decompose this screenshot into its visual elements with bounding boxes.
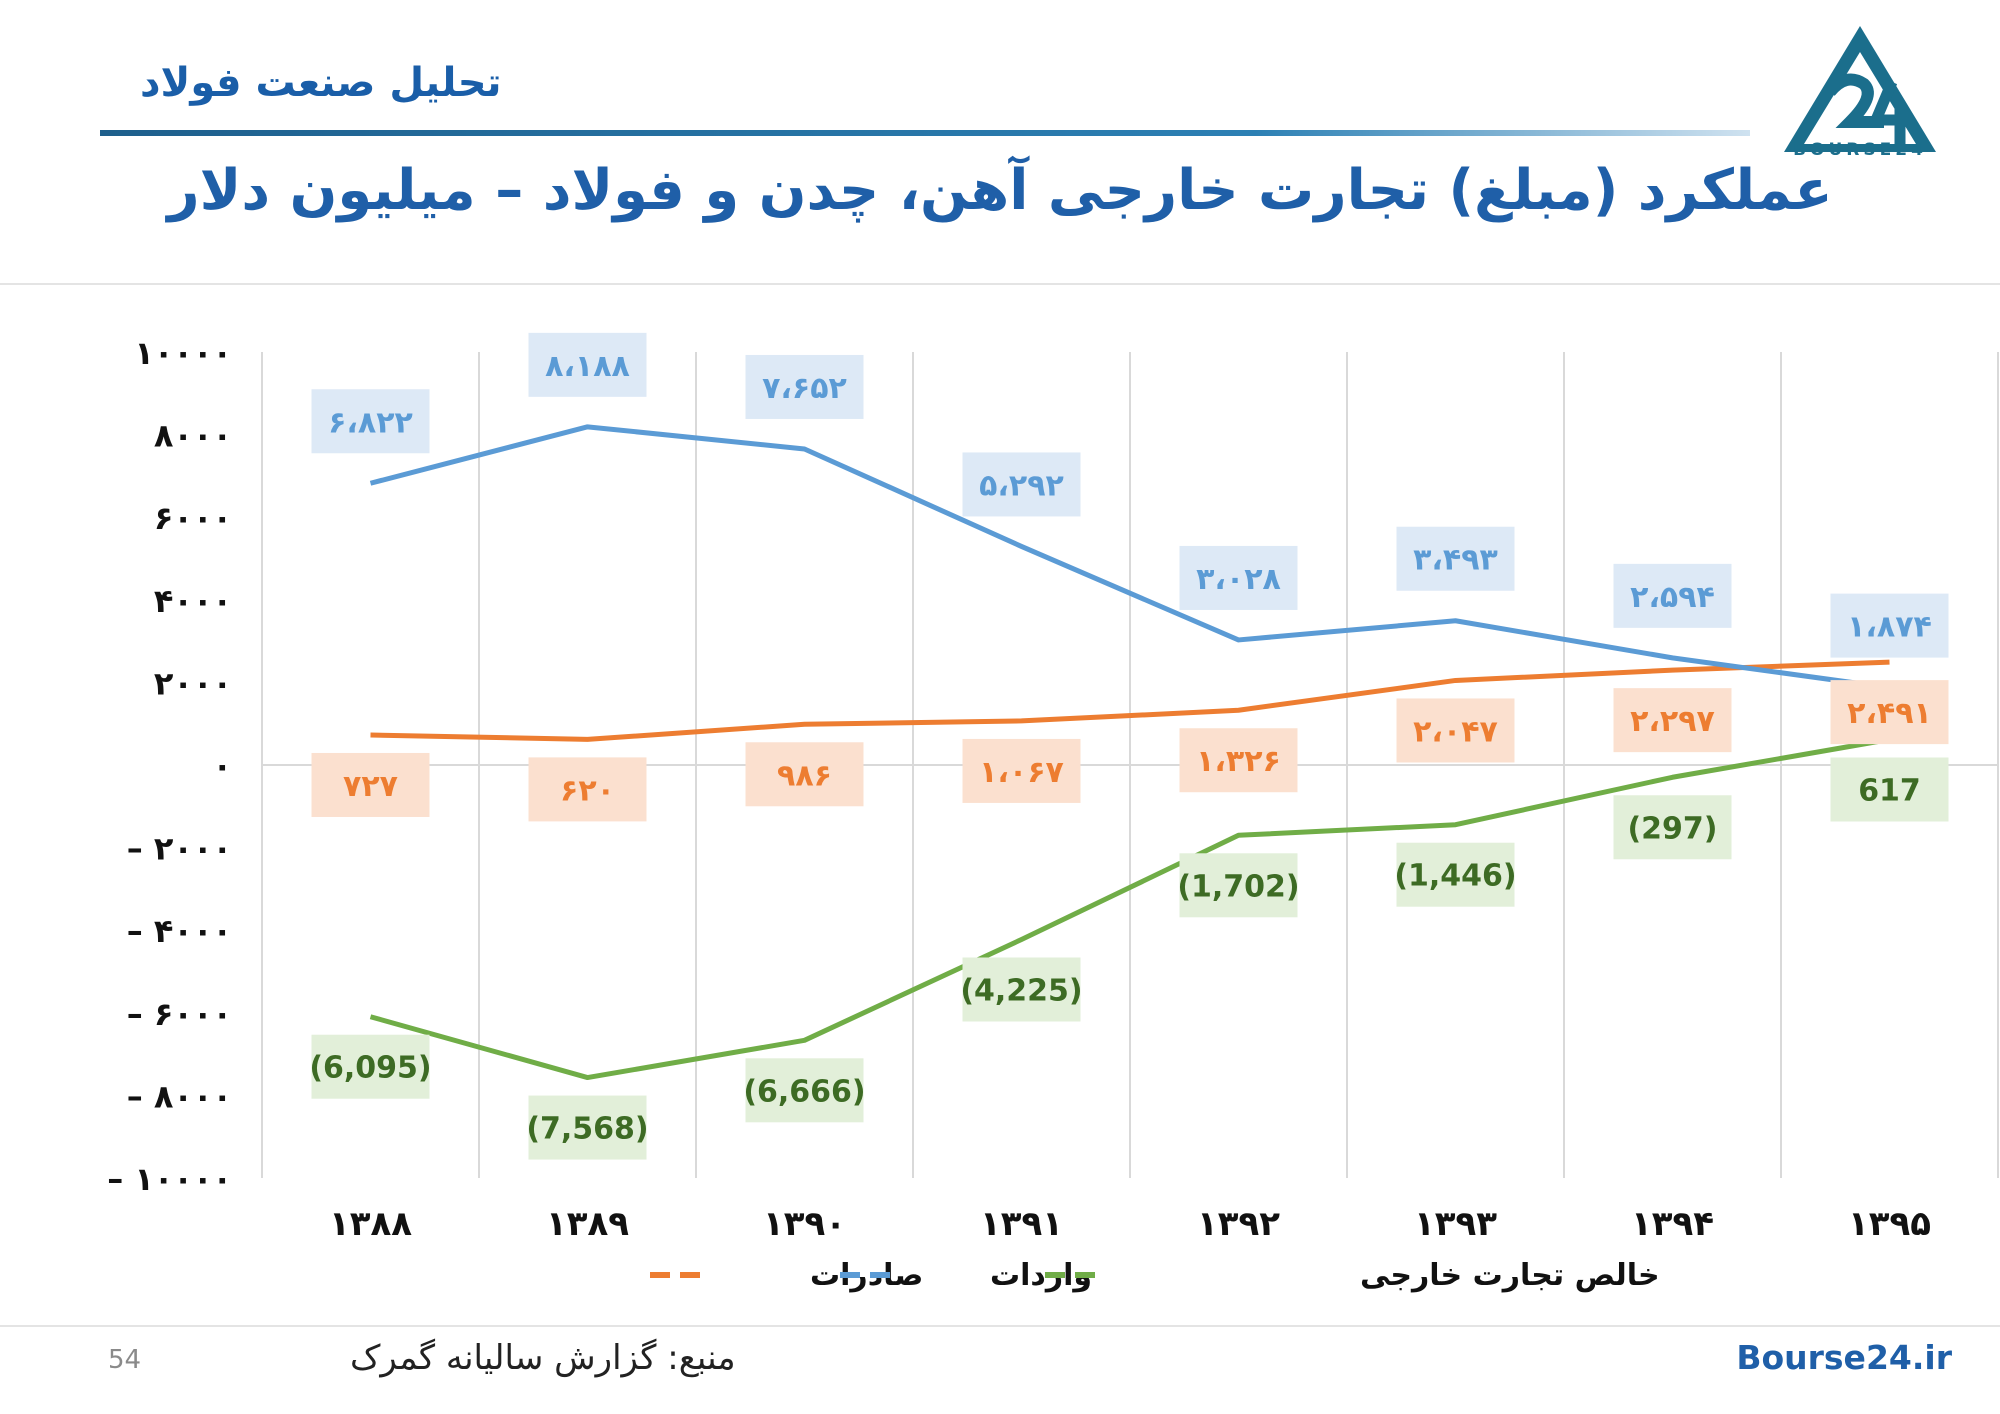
data-label-bg [1179, 853, 1298, 918]
data-label: ۱،۸۷۴ [1847, 610, 1932, 645]
data-label: ۳،۴۹۳ [1413, 543, 1498, 578]
data-label-bg [1613, 563, 1732, 628]
header-divider [100, 130, 1750, 136]
data-label-bg [1830, 680, 1949, 745]
data-label-bg [1830, 593, 1949, 658]
data-label: ۲،۵۹۴ [1630, 580, 1715, 615]
y-tick-label: ۴۰۰۰ [154, 582, 232, 620]
bourse24-logo-icon [1784, 26, 1936, 152]
x-tick-label: ۱۳۹۴ [1631, 1204, 1714, 1244]
data-label: ۹۸۶ [777, 758, 832, 793]
y-tick-label: – ۴۰۰۰ [127, 912, 232, 950]
data-label-bg [311, 752, 430, 817]
series-line [370, 659, 1890, 742]
x-tick-label: ۱۳۹۲ [1197, 1204, 1280, 1244]
data-label: (6,095) [309, 1051, 431, 1086]
x-tick-label: ۱۳۹۵ [1848, 1204, 1931, 1244]
source-note: منبع: گزارش سالیانه گمرک [350, 1338, 736, 1378]
data-label: (6,666) [743, 1074, 865, 1109]
data-label: ۷۲۷ [343, 769, 398, 804]
y-tick-label: – ۶۰۰۰ [127, 995, 232, 1033]
data-label-bg [1613, 795, 1732, 860]
x-tick-label: ۱۳۹۰ [763, 1204, 846, 1244]
data-label-bg [745, 354, 864, 419]
data-label: ۶،۸۲۲ [328, 405, 413, 440]
report-brand-title: تحلیل صنعت فولاد [140, 60, 502, 106]
data-label: (1,702) [1177, 869, 1299, 904]
data-label: ۸،۱۸۸ [545, 349, 630, 384]
legend-label: خالص تجارت خارجی [1360, 1258, 1660, 1293]
data-label-bg [1396, 698, 1515, 763]
data-label: ۶۲۰ [560, 773, 615, 808]
line-chart: ۱۰۰۰۰ ۸۰۰۰ ۶۰۰۰ ۴۰۰۰ ۲۰۰۰ ۰ – ۲۰۰۰ – ۴۰۰۰ – ۶۰۰۰… [107, 332, 1999, 1293]
page-number: 54 [108, 1345, 142, 1375]
data-label-bg [1179, 728, 1298, 793]
data-label: (297) [1627, 811, 1717, 846]
data-label-bg [745, 1058, 864, 1123]
data-label-bg [1613, 688, 1732, 753]
data-label: ۷،۶۵۲ [762, 371, 847, 406]
data-label-bg [962, 452, 1081, 517]
site-link[interactable]: Bourse24.ir [1736, 1338, 1952, 1377]
data-label-bg [1396, 526, 1515, 591]
x-tick-label: ۱۳۸۹ [546, 1204, 629, 1244]
data-label: (1,446) [1394, 859, 1516, 894]
data-label: (4,225) [960, 973, 1082, 1008]
y-tick-label: ۶۰۰۰ [154, 499, 232, 537]
x-tick-label: ۱۳۹۳ [1414, 1204, 1497, 1244]
data-label: ۵،۲۹۲ [979, 468, 1064, 503]
data-label-bg [962, 957, 1081, 1022]
data-label: ۲،۴۹۱ [1847, 696, 1932, 731]
y-tick-label: ۲۰۰۰ [154, 664, 232, 702]
data-label-bg [528, 1095, 647, 1160]
logo-wordmark: BOURSE24 [1793, 140, 1927, 160]
data-label-bg [528, 332, 647, 397]
y-tick-label: – ۸۰۰۰ [127, 1077, 232, 1115]
series-line [369, 424, 1890, 691]
data-label: ۲،۲۹۷ [1630, 704, 1715, 739]
data-label-bg [745, 742, 864, 807]
data-label-bg [1830, 757, 1949, 822]
y-tick-label: ۱۰۰۰۰ [134, 334, 232, 372]
chart-panel: ۱۰۰۰۰ ۸۰۰۰ ۶۰۰۰ ۴۰۰۰ ۲۰۰۰ ۰ – ۲۰۰۰ – ۴۰۰۰ – ۶۰۰۰… [0, 283, 2000, 1327]
data-label-bg [311, 389, 430, 454]
data-label: ۱،۳۲۶ [1196, 744, 1281, 779]
x-tick-label: ۱۳۹۱ [980, 1204, 1063, 1244]
data-label-bg [1396, 842, 1515, 907]
x-tick-label: ۱۳۸۸ [329, 1204, 412, 1244]
data-label-bg [1179, 545, 1298, 610]
series-line [369, 737, 1890, 1081]
data-label-bg [528, 757, 647, 822]
data-label: 617 [1858, 774, 1921, 809]
y-tick-label: ۸۰۰۰ [154, 417, 232, 455]
y-tick-label: – ۲۰۰۰ [127, 830, 232, 868]
page-title: عملکرد (مبلغ) تجارت خارجی آهن، چدن و فول… [167, 158, 1833, 223]
legend-label: صادرات [810, 1258, 923, 1293]
data-label: (7,568) [526, 1112, 648, 1147]
data-label: ۱،۰۶۷ [979, 755, 1064, 790]
y-tick-label: ۰ [212, 747, 232, 785]
y-tick-label: – ۱۰۰۰۰ [107, 1160, 232, 1198]
data-label: ۲،۰۴۷ [1413, 714, 1498, 749]
data-label-bg [311, 1034, 430, 1099]
data-label-bg [962, 738, 1081, 803]
data-label: ۳،۰۲۸ [1196, 562, 1281, 597]
